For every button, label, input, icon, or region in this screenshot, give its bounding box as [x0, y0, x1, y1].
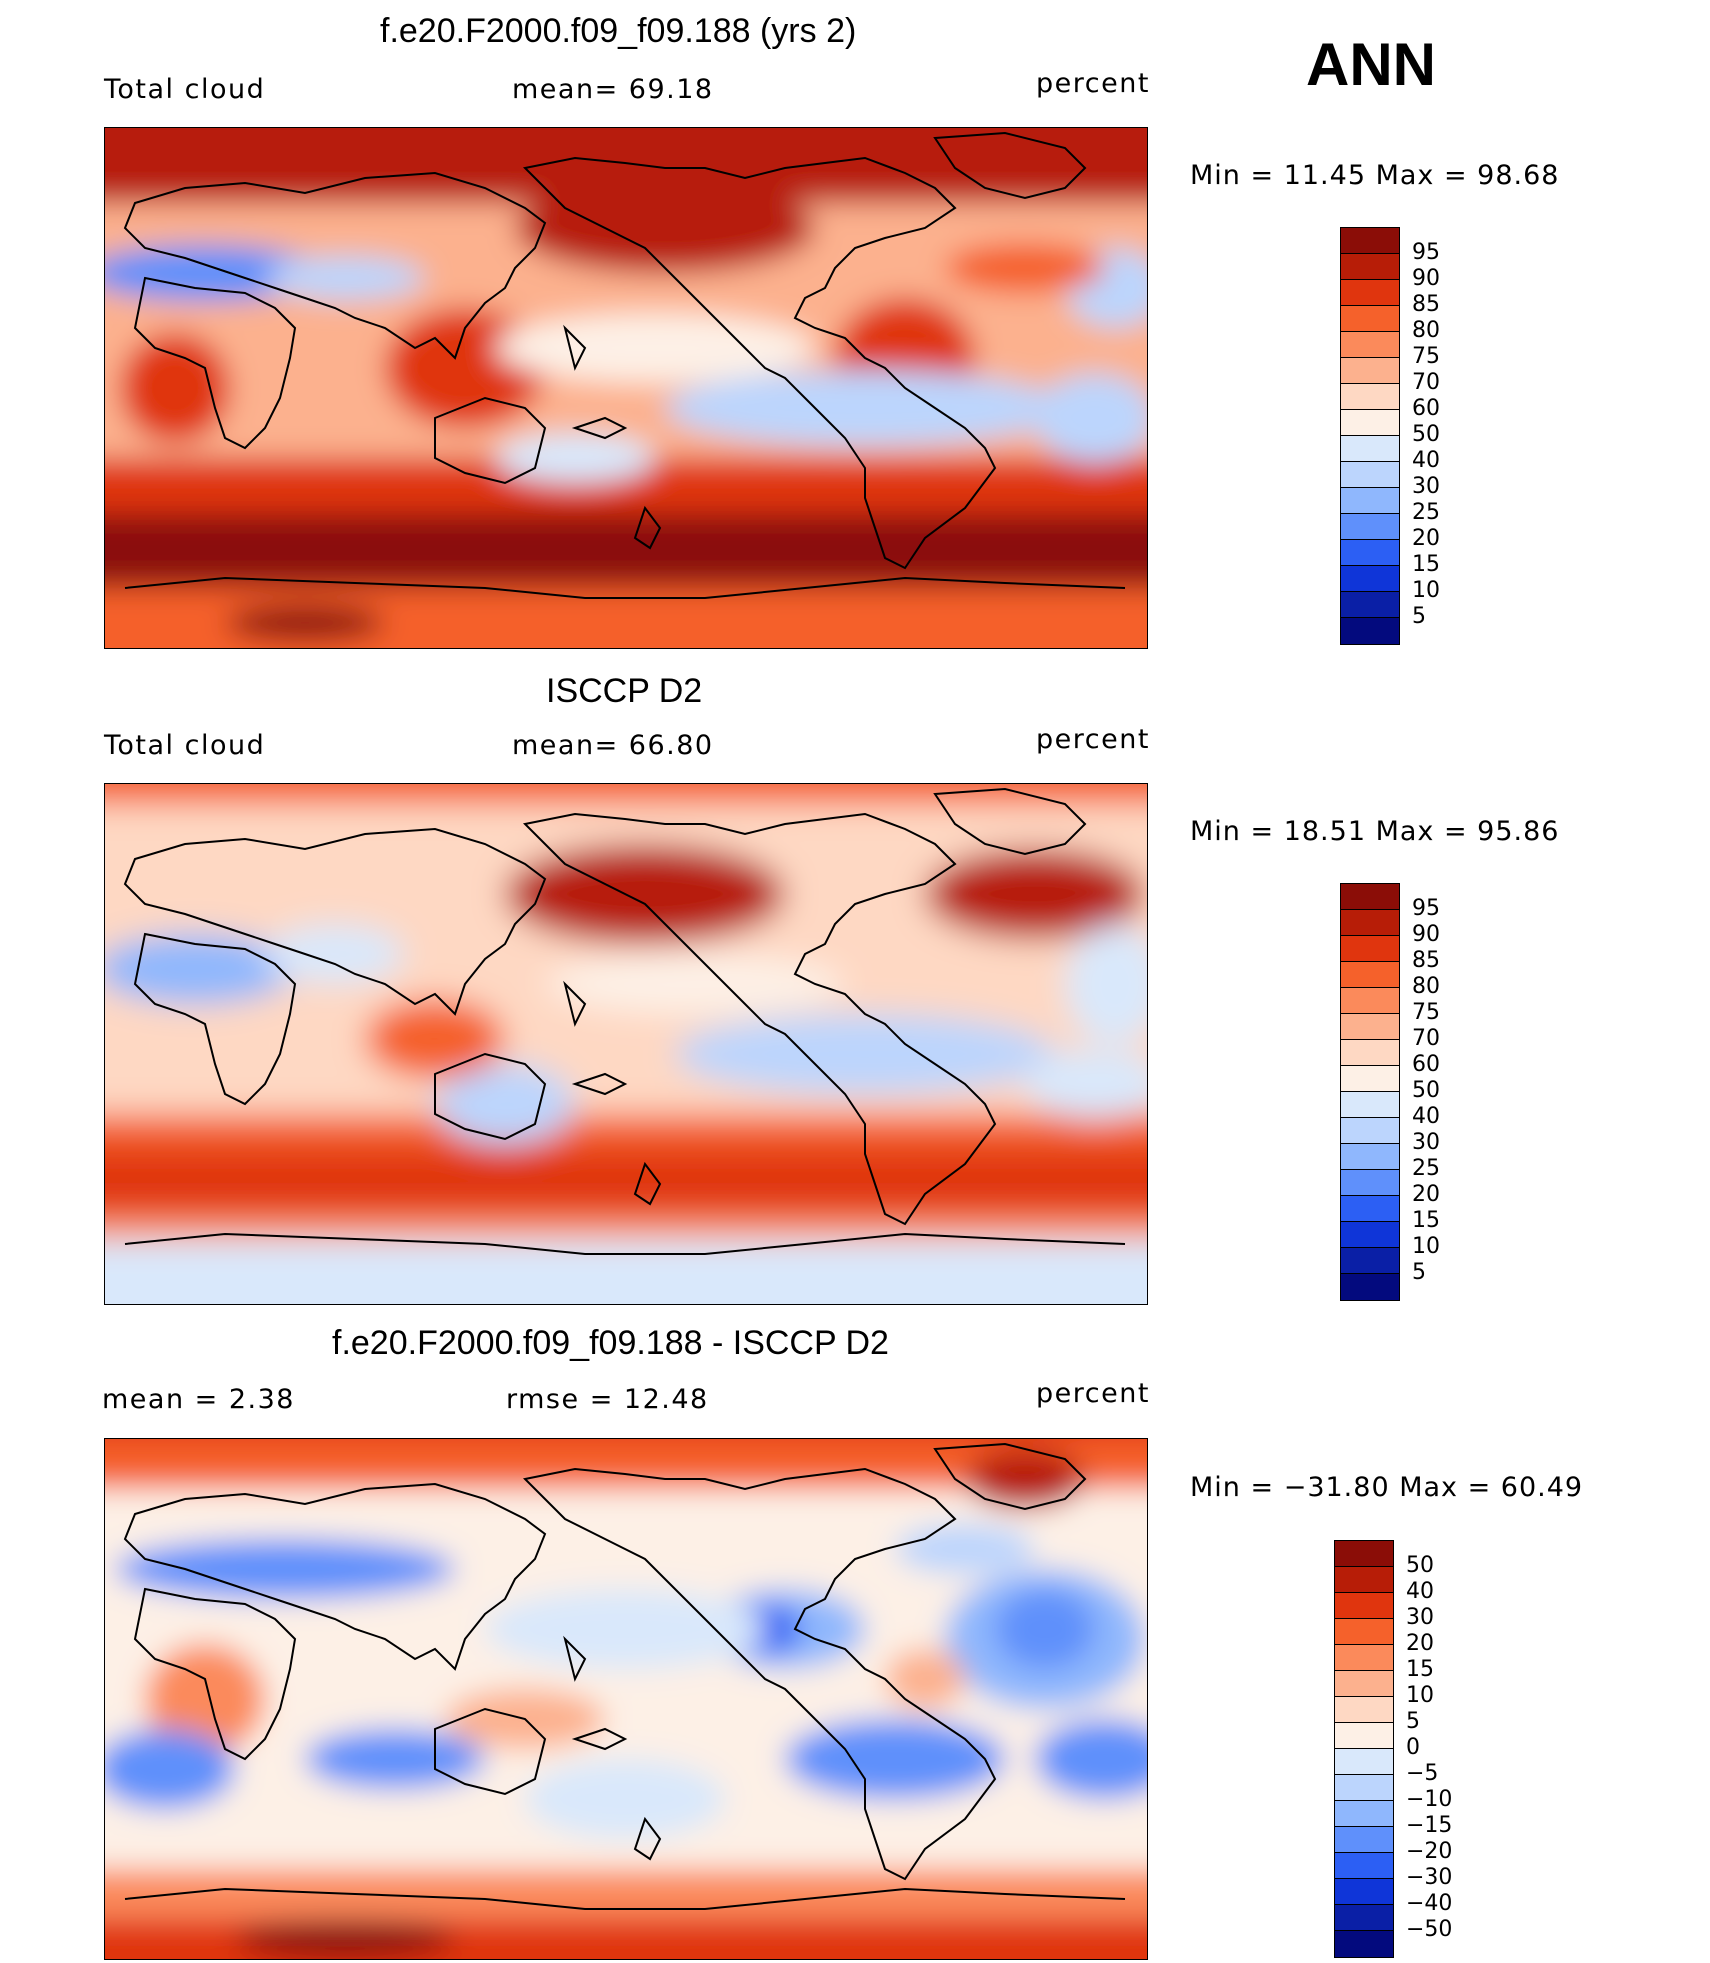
panel-1-colorbar-tick: 30: [1412, 474, 1440, 499]
panel-2-colorbar-tick: 60: [1412, 1052, 1440, 1077]
panel-3-colorbar-tick: 50: [1406, 1553, 1434, 1578]
panel-3-colorbar-tick: −20: [1406, 1839, 1453, 1864]
panel-3-rmse-label: rmse = 12.48: [506, 1384, 709, 1415]
panel-2-colorbar-tick: 20: [1412, 1182, 1440, 1207]
panel-1-colorbar-tick: 90: [1412, 266, 1440, 291]
panel-2-variable-label: Total cloud: [104, 730, 266, 761]
panel-1-colorbar-tick: 75: [1412, 344, 1440, 369]
panel-2-colorbar-tick: 10: [1412, 1234, 1440, 1259]
panel-1-mean-label: mean= 69.18: [512, 74, 714, 105]
panel-3-colorbar-tick: 40: [1406, 1579, 1434, 1604]
panel-2-colorbar-tick: 50: [1412, 1078, 1440, 1103]
panel-3-mean-label: mean = 2.38: [102, 1384, 295, 1415]
panel-3-colorbar-tick: 10: [1406, 1683, 1434, 1708]
panel-1-colorbar: [1340, 227, 1400, 645]
panel-3-min-max: Min = −31.80 Max = 60.49: [1190, 1472, 1584, 1503]
panel-3-colorbar-tick: 0: [1406, 1735, 1420, 1760]
panel-1-min-max: Min = 11.45 Max = 98.68: [1190, 160, 1560, 191]
panel-1-colorbar-tick: 85: [1412, 292, 1440, 317]
panel-3-map: [104, 1438, 1148, 1960]
panel-2-colorbar-tick: 5: [1412, 1260, 1426, 1285]
panel-3-colorbar-tick: 5: [1406, 1709, 1420, 1734]
panel-1-colorbar-tick: 50: [1412, 422, 1440, 447]
panel-2-colorbar: [1340, 883, 1400, 1301]
panel-3-colorbar-tick: −5: [1406, 1761, 1439, 1786]
panel-2-coastlines: [123, 787, 1126, 1255]
panel-2-mean-label: mean= 66.80: [512, 730, 714, 761]
panel-1-colorbar-tick: 80: [1412, 318, 1440, 343]
panel-1-colorbar-tick: 15: [1412, 552, 1440, 577]
panel-3-colorbar-tick: −10: [1406, 1787, 1453, 1812]
panel-3-colorbar-tick: −50: [1406, 1917, 1453, 1942]
panel-2-title: ISCCP D2: [546, 672, 703, 710]
panel-3-colorbar-tick: −40: [1406, 1891, 1453, 1916]
panel-1-colorbar-tick: 60: [1412, 396, 1440, 421]
panel-1-colorbar-tick: 70: [1412, 370, 1440, 395]
panel-2-colorbar-tick: 85: [1412, 948, 1440, 973]
panel-1-variable-label: Total cloud: [104, 74, 266, 105]
panel-2-colorbar-tick: 95: [1412, 896, 1440, 921]
panel-1-map: [104, 127, 1148, 649]
panel-1-units-label: percent: [1036, 68, 1150, 99]
panel-3-colorbar: [1334, 1540, 1394, 1958]
panel-1-colorbar-tick: 10: [1412, 578, 1440, 603]
panel-3-colorbar-tick: 30: [1406, 1605, 1434, 1630]
panel-3-units-label: percent: [1036, 1378, 1150, 1409]
panel-2-colorbar-tick: 75: [1412, 1000, 1440, 1025]
panel-3-colorbar-tick: 15: [1406, 1657, 1434, 1682]
panel-2-colorbar-tick: 80: [1412, 974, 1440, 999]
panel-2-min-max: Min = 18.51 Max = 95.86: [1190, 816, 1560, 847]
panel-2-colorbar-tick: 40: [1412, 1104, 1440, 1129]
panel-3-coastlines: [123, 1442, 1126, 1910]
panel-1-coastlines: [123, 131, 1126, 599]
season-label: ANN: [1306, 31, 1436, 98]
panel-2-colorbar-tick: 25: [1412, 1156, 1440, 1181]
panel-1-colorbar-tick: 40: [1412, 448, 1440, 473]
panel-2-colorbar-tick: 70: [1412, 1026, 1440, 1051]
panel-1-title: f.e20.F2000.f09_f09.188 (yrs 2): [380, 12, 857, 50]
panel-2-map: [104, 783, 1148, 1305]
panel-1-colorbar-tick: 20: [1412, 526, 1440, 551]
panel-2-colorbar-tick: 15: [1412, 1208, 1440, 1233]
panel-1-colorbar-tick: 25: [1412, 500, 1440, 525]
panel-3-colorbar-tick: 20: [1406, 1631, 1434, 1656]
panel-2-colorbar-tick: 30: [1412, 1130, 1440, 1155]
panel-3-colorbar-tick: −30: [1406, 1865, 1453, 1890]
panel-3-colorbar-tick: −15: [1406, 1813, 1453, 1838]
panel-3-title: f.e20.F2000.f09_f09.188 - ISCCP D2: [332, 1324, 889, 1362]
panel-2-units-label: percent: [1036, 724, 1150, 755]
panel-2-colorbar-tick: 90: [1412, 922, 1440, 947]
panel-1-colorbar-tick: 95: [1412, 240, 1440, 265]
panel-1-colorbar-tick: 5: [1412, 604, 1426, 629]
